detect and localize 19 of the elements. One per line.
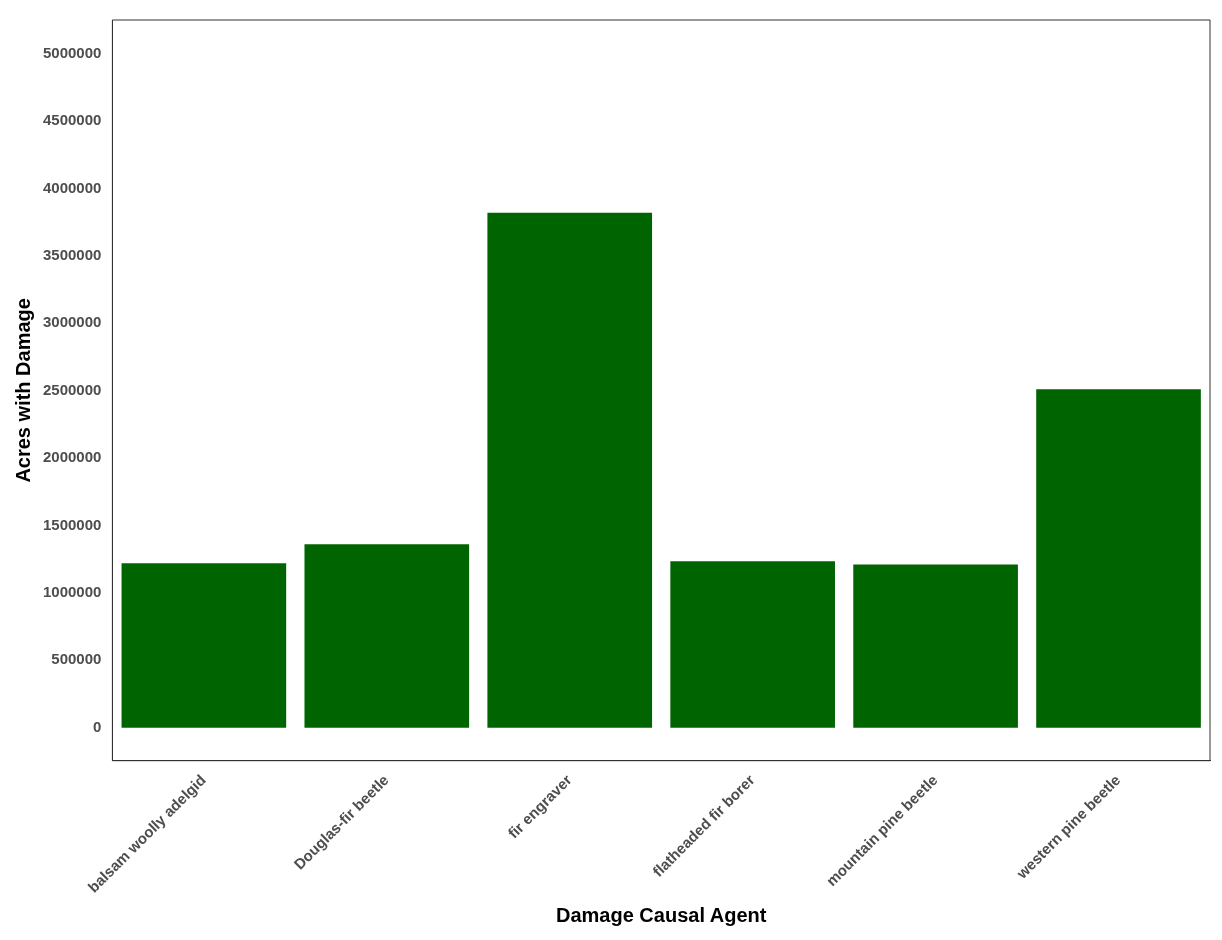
y-tick-label: 1000000	[42, 583, 102, 601]
y-tick-label: 3500000	[42, 246, 102, 264]
y-tick-label: 3000000	[42, 313, 102, 331]
y-tick-label: 500000	[51, 650, 102, 668]
x-axis-title: Damage Causal Agent	[555, 903, 767, 926]
y-tick-label: 5000000	[42, 43, 102, 61]
bar	[304, 544, 470, 728]
y-tick-label: 4500000	[42, 111, 102, 129]
y-axis-title: Acres with Damage	[11, 298, 34, 483]
bar	[121, 563, 287, 728]
bar	[487, 212, 653, 728]
bar	[1036, 389, 1201, 728]
bar	[670, 561, 835, 728]
y-tick-label: 2000000	[42, 448, 102, 466]
bar	[853, 564, 1018, 728]
y-tick-label: 1500000	[42, 515, 102, 533]
y-tick-label: 4000000	[42, 178, 102, 196]
y-tick-label: 2500000	[42, 380, 102, 398]
y-tick-label: 0	[93, 717, 102, 735]
